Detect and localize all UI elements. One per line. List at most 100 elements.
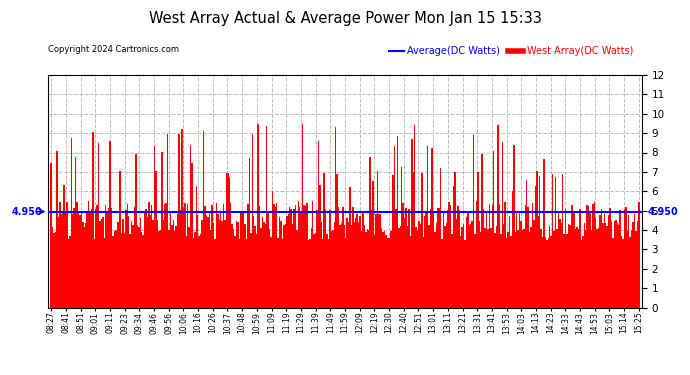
Bar: [529, 232, 531, 308]
Bar: [380, 214, 381, 308]
Bar: [404, 218, 405, 308]
Bar: [124, 233, 125, 308]
Bar: [98, 143, 99, 308]
Bar: [457, 206, 459, 308]
Bar: [584, 223, 585, 308]
Bar: [569, 225, 571, 308]
Bar: [454, 172, 455, 308]
Bar: [131, 221, 132, 308]
Bar: [206, 214, 207, 308]
Bar: [418, 220, 420, 308]
Bar: [231, 224, 233, 308]
Bar: [598, 228, 600, 308]
Bar: [558, 213, 559, 308]
Bar: [421, 173, 422, 308]
Bar: [260, 228, 262, 308]
Bar: [155, 171, 157, 308]
Bar: [578, 229, 579, 308]
Bar: [484, 228, 486, 308]
Bar: [437, 208, 438, 308]
Bar: [552, 174, 553, 308]
Bar: [279, 217, 280, 308]
Bar: [486, 213, 487, 308]
Bar: [438, 208, 440, 308]
Bar: [386, 238, 388, 308]
Bar: [345, 238, 346, 308]
Bar: [82, 222, 83, 308]
Bar: [440, 168, 442, 308]
Bar: [568, 224, 569, 308]
Bar: [180, 210, 181, 308]
Text: West Array Actual & Average Power Mon Jan 15 15:33: West Array Actual & Average Power Mon Ja…: [148, 11, 542, 26]
Bar: [426, 211, 427, 308]
Bar: [130, 234, 131, 308]
Bar: [227, 173, 228, 308]
Bar: [453, 186, 454, 308]
Bar: [504, 202, 506, 308]
Bar: [402, 203, 404, 308]
Bar: [331, 231, 332, 308]
Bar: [147, 217, 148, 308]
Bar: [556, 230, 558, 308]
Bar: [65, 211, 66, 308]
Bar: [109, 141, 111, 308]
Bar: [312, 201, 313, 308]
Bar: [276, 203, 277, 308]
Bar: [190, 145, 191, 308]
Bar: [115, 230, 117, 308]
Bar: [286, 216, 288, 308]
Bar: [593, 202, 595, 308]
Bar: [248, 158, 250, 308]
Bar: [72, 214, 73, 308]
Bar: [139, 217, 141, 308]
Bar: [61, 214, 62, 308]
Bar: [193, 238, 194, 308]
Bar: [532, 203, 533, 308]
Bar: [167, 134, 168, 308]
Bar: [128, 216, 130, 308]
Bar: [496, 226, 497, 308]
Bar: [83, 227, 85, 308]
Bar: [288, 214, 289, 308]
Bar: [105, 205, 106, 308]
Bar: [620, 210, 621, 308]
Bar: [617, 223, 618, 308]
Bar: [304, 206, 305, 308]
Bar: [361, 231, 362, 308]
Bar: [551, 236, 552, 308]
Bar: [118, 222, 119, 308]
Bar: [191, 163, 193, 308]
Bar: [400, 226, 401, 308]
Bar: [482, 154, 483, 308]
Bar: [506, 238, 507, 308]
Bar: [352, 207, 353, 308]
Bar: [161, 152, 163, 308]
Bar: [493, 151, 495, 308]
Bar: [585, 230, 586, 308]
Bar: [618, 225, 620, 308]
Bar: [348, 222, 349, 308]
Bar: [324, 173, 325, 308]
Bar: [471, 221, 473, 308]
Bar: [240, 213, 241, 308]
Bar: [266, 126, 268, 308]
Bar: [213, 222, 215, 308]
Bar: [210, 230, 211, 308]
Bar: [637, 222, 638, 308]
Bar: [362, 211, 364, 308]
Bar: [68, 239, 69, 308]
Bar: [527, 207, 529, 308]
Bar: [332, 230, 333, 308]
Bar: [317, 141, 319, 308]
Bar: [79, 215, 81, 308]
Bar: [146, 209, 147, 308]
Bar: [233, 230, 235, 308]
Bar: [369, 157, 371, 308]
Bar: [596, 229, 598, 308]
Bar: [600, 216, 601, 308]
Bar: [111, 208, 112, 308]
Bar: [373, 181, 374, 308]
Bar: [66, 202, 68, 308]
Bar: [542, 237, 543, 308]
Bar: [586, 205, 588, 308]
